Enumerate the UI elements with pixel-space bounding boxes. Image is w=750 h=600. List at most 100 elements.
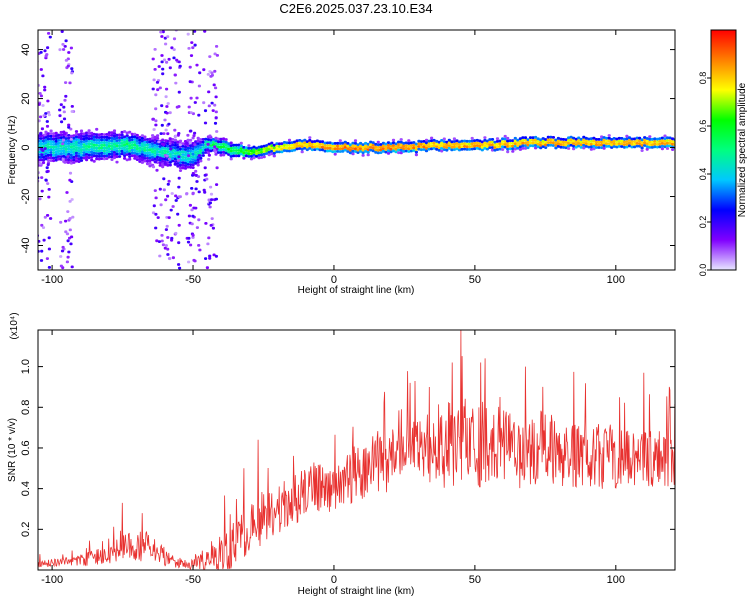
spectrogram-cell <box>39 139 43 143</box>
spectrogram-cell <box>90 137 94 140</box>
spectrogram-cell <box>252 151 256 154</box>
spectrogram-cell <box>46 214 50 217</box>
spectrogram-cell <box>249 157 254 161</box>
spectrogram-cell <box>495 142 500 146</box>
spectrogram-cell <box>145 138 150 141</box>
spectrogram-cell <box>272 143 276 147</box>
spectrogram-cell <box>397 146 401 149</box>
spectrogram-cell <box>592 142 596 145</box>
spectrogram-cell <box>110 136 114 140</box>
spectrogram-cell <box>79 145 84 149</box>
spectrogram-cell <box>118 149 122 153</box>
spectrogram-cell <box>183 167 188 170</box>
spectrogram-cell <box>187 236 191 240</box>
spectrogram-cell <box>214 95 218 99</box>
spectrogram-cell <box>209 185 213 189</box>
spectrogram-cell <box>67 144 71 148</box>
spectrogram-cell <box>592 144 596 148</box>
spectrogram-cell <box>272 149 276 152</box>
spectrogram-cell <box>92 135 96 139</box>
spectrogram-cell <box>145 146 150 149</box>
spectrogram-cell <box>40 127 44 131</box>
spectrogram-cell <box>178 166 183 170</box>
spectrogram-cell <box>69 127 73 131</box>
spectrogram-cell <box>625 137 629 141</box>
spectrogram-cell <box>546 141 550 144</box>
spectrogram-cell <box>112 156 117 160</box>
spectrogram-cell <box>191 147 195 151</box>
spectrogram-cell <box>118 141 122 145</box>
spectrogram-cell <box>300 150 304 154</box>
spectrogram-cell <box>658 142 662 146</box>
spectrogram-cell <box>62 146 66 150</box>
spectrogram-cell <box>167 122 171 126</box>
spectrogram-cell <box>85 150 89 154</box>
spectrogram-cell <box>95 157 99 161</box>
spectrogram-cell <box>70 265 74 269</box>
spectrogram-cell <box>381 141 385 145</box>
spectrogram-cell <box>49 134 53 138</box>
spectrogram-cell <box>39 51 43 54</box>
spectrogram-cell <box>87 134 91 138</box>
spectrogram-cell <box>475 146 479 150</box>
spectrogram-cell <box>67 250 71 254</box>
x-tick-label: 50 <box>469 274 481 286</box>
spectrogram-cell <box>376 148 380 152</box>
spectrogram-cell <box>293 140 297 144</box>
spectrogram-cell <box>445 146 449 149</box>
spectrogram-cell <box>437 140 441 144</box>
spectrogram-cell <box>569 141 573 144</box>
spectrogram-cell <box>62 48 66 51</box>
spectrogram-cell <box>402 147 406 151</box>
spectrogram-cell <box>470 142 474 146</box>
spectrogram-cell <box>270 149 274 153</box>
spectrogram-cell <box>215 130 219 133</box>
spectrogram-cell <box>138 149 142 153</box>
spectrogram-cell <box>46 182 50 185</box>
spectrogram-cell <box>658 140 662 143</box>
spectrogram-cell <box>153 149 157 153</box>
spectrogram-cell <box>320 148 325 152</box>
spectrogram-cell <box>163 118 167 122</box>
spectrogram-cell <box>541 137 545 140</box>
spectrogram-cell <box>163 149 167 153</box>
spectrogram-cell <box>177 155 181 159</box>
spectrogram-cell <box>102 133 106 136</box>
spectrogram-cell <box>480 148 484 152</box>
spectrogram-cell <box>154 196 158 200</box>
spectrogram-cell <box>648 143 652 147</box>
spectrogram-cell <box>190 41 194 44</box>
spectrogram-cell <box>105 149 109 152</box>
spectrogram-cell <box>156 88 160 92</box>
spectrogram-cell <box>54 139 58 143</box>
spectrogram-cell <box>138 154 142 158</box>
spectrogram-cell <box>602 136 606 139</box>
spectrogram-cell <box>52 145 56 149</box>
spectrogram-cell <box>72 158 76 162</box>
spectrogram-cell <box>145 140 150 144</box>
spectrogram-cell <box>107 144 111 148</box>
spectrogram-cell <box>242 148 246 152</box>
spectrogram-cell <box>173 149 177 153</box>
spectrogram-cell <box>79 134 84 138</box>
spectrogram-cell <box>409 146 413 150</box>
spectrogram-cell <box>143 140 147 144</box>
spectrogram-cell <box>592 136 596 140</box>
spectrogram-cell <box>95 141 99 145</box>
spectrogram-cell <box>559 140 563 144</box>
spectrogram-cell <box>133 157 137 160</box>
spectrogram-cell <box>209 224 213 227</box>
spectrogram-cell <box>255 152 259 155</box>
spectrogram-cell <box>341 149 345 153</box>
spectrogram-cell <box>212 83 216 87</box>
spectrogram-cell <box>165 154 169 158</box>
spectrogram-cell <box>422 140 426 143</box>
spectrogram-cell <box>495 145 500 149</box>
spectrogram-cell <box>627 141 632 145</box>
spectrogram-cell <box>161 149 165 152</box>
spectrogram-cell <box>617 136 621 140</box>
spectrogram-cell <box>199 146 203 149</box>
spectrogram-cell <box>610 138 614 141</box>
spectrogram-cell <box>478 142 482 145</box>
